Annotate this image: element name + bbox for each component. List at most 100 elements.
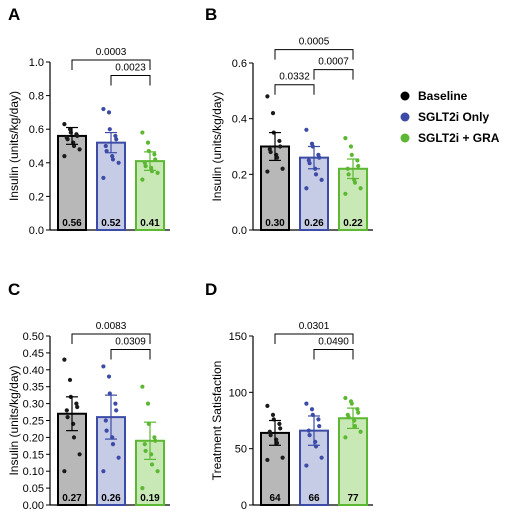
data-point xyxy=(103,143,108,149)
y-tick-label: 150 xyxy=(229,331,247,343)
data-point xyxy=(277,421,282,426)
bar-value-label: 0.41 xyxy=(140,218,160,229)
bar-sglt2i-gra xyxy=(338,167,368,231)
p-value-label: 0.0005 xyxy=(299,37,330,48)
comparison-bracket xyxy=(313,349,354,360)
data-point xyxy=(270,412,276,417)
data-point xyxy=(71,143,77,149)
data-point xyxy=(71,435,77,440)
y-axis-label: Treatment Satisfaction xyxy=(210,361,224,481)
data-point xyxy=(268,149,273,155)
data-point xyxy=(101,469,106,474)
panel-c: C 0.00 0.05 0.10 0.15 0.20 0.25 0.30 0.35 0.40 0.4… xyxy=(7,280,170,512)
data-point xyxy=(155,170,160,175)
y-tick-label: 0.8 xyxy=(29,91,44,103)
bar-value-label: 66 xyxy=(308,493,320,504)
data-point xyxy=(67,377,73,383)
data-point xyxy=(142,160,147,165)
data-point xyxy=(349,152,354,157)
comparison-bracket xyxy=(71,333,151,344)
bar-value-label: 0.52 xyxy=(101,218,121,229)
y-tick-label: 0.2 xyxy=(232,169,247,181)
data-point xyxy=(304,463,309,468)
p-value-label: 0.0309 xyxy=(115,337,146,348)
data-point xyxy=(280,166,285,171)
data-point xyxy=(77,147,82,152)
data-point xyxy=(113,133,118,139)
data-point xyxy=(317,155,322,160)
panel-letter: A xyxy=(8,5,20,24)
bar-value-label: 64 xyxy=(269,493,281,504)
data-point xyxy=(106,110,112,115)
data-point xyxy=(101,106,106,112)
data-point xyxy=(343,136,348,141)
data-point xyxy=(143,448,148,454)
bar-value-label: 0.56 xyxy=(62,218,82,229)
data-point xyxy=(145,401,151,406)
data-point xyxy=(358,186,363,191)
data-point xyxy=(101,175,106,181)
legend: Baseline SGLT2i Only SGLT2i + GRA xyxy=(400,89,500,145)
data-point xyxy=(265,457,270,463)
y-tick-label: 0.50 xyxy=(23,331,44,343)
p-value-label: 0.0007 xyxy=(318,57,349,68)
data-point xyxy=(352,424,358,429)
data-point xyxy=(304,186,309,191)
data-point xyxy=(114,137,119,142)
y-axis-label: Insulin (units/kg/day) xyxy=(7,365,21,475)
y-tick-label: 0.0 xyxy=(232,225,247,237)
data-point xyxy=(280,455,285,460)
bar-value-label: 0.30 xyxy=(265,218,285,229)
comparison-bracket xyxy=(274,333,354,344)
panel-letter: C xyxy=(8,280,20,299)
data-point xyxy=(110,153,115,159)
panel-a: A 0.0 0.2 0.4 0.6 0.8 1.0 Insulin (units/kg/day… xyxy=(7,5,170,237)
bar-sglt2i-only xyxy=(299,429,329,507)
data-point xyxy=(62,122,67,127)
data-point xyxy=(274,440,280,446)
data-point xyxy=(64,408,69,413)
data-point xyxy=(306,428,311,433)
y-tick-label: 0.4 xyxy=(232,114,247,126)
data-point xyxy=(65,415,70,420)
y-axis-label: Insulin (units/kg/day) xyxy=(7,91,21,201)
legend-marker xyxy=(400,112,410,122)
data-point xyxy=(62,357,67,362)
y-tick-label: 0.6 xyxy=(232,58,247,70)
data-point xyxy=(110,442,116,447)
bar-value-label: 0.26 xyxy=(101,493,121,504)
p-value-label: 0.0490 xyxy=(318,337,349,348)
data-point xyxy=(75,133,80,139)
data-point xyxy=(140,486,145,491)
data-point xyxy=(349,401,354,406)
data-point xyxy=(268,433,273,438)
y-tick-label: 0.6 xyxy=(29,124,44,136)
data-point xyxy=(75,404,80,410)
data-point xyxy=(346,172,351,177)
data-point xyxy=(107,391,112,396)
data-point xyxy=(265,94,270,99)
y-tick-label: 0.00 xyxy=(23,500,44,512)
data-point xyxy=(116,160,121,165)
panel-d: D 0 50 100 150 Treatment Satisfaction 64 66 77 0.… xyxy=(205,280,373,512)
data-point xyxy=(356,410,361,415)
p-value-label: 0.0083 xyxy=(96,321,127,332)
y-tick-label: 0 xyxy=(241,500,247,512)
panel-letter: B xyxy=(205,5,217,24)
data-point xyxy=(140,384,145,389)
data-point xyxy=(343,191,348,196)
data-point xyxy=(114,408,119,413)
comparison-bracket xyxy=(274,49,354,60)
panel-b: B 0.0 0.2 0.4 0.6 Insulin (units/kg/day) 0.30 0… xyxy=(205,5,373,237)
data-point xyxy=(145,140,151,145)
data-point xyxy=(140,130,145,135)
data-point xyxy=(77,452,82,457)
data-point xyxy=(265,169,270,174)
y-tick-label: 0.0 xyxy=(29,225,44,237)
y-tick-label: 0.10 xyxy=(23,466,44,478)
data-point xyxy=(62,469,67,474)
y-tick-label: 50 xyxy=(235,444,247,456)
comparison-bracket xyxy=(71,59,151,70)
data-point xyxy=(270,111,276,116)
data-point xyxy=(348,144,354,149)
